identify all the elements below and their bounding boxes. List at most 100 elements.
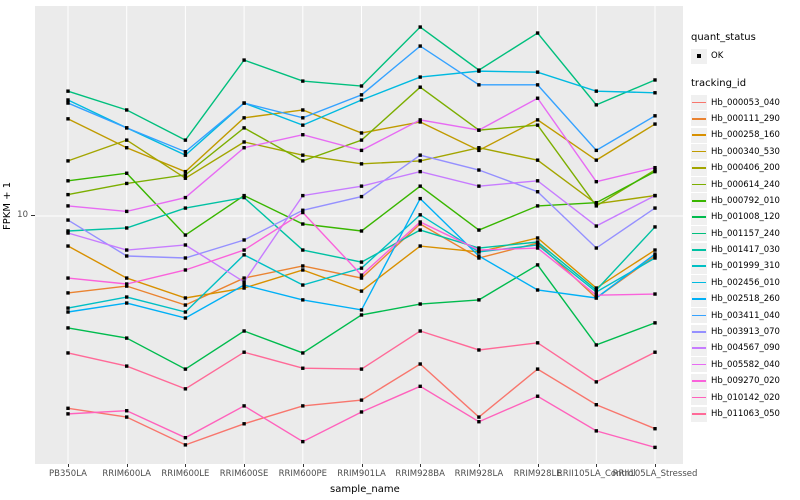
data-point bbox=[125, 108, 129, 112]
data-point bbox=[183, 316, 188, 320]
data-point bbox=[594, 288, 598, 292]
data-point bbox=[418, 329, 422, 333]
legend-item-Hb_000406_200: Hb_000406_200 bbox=[691, 160, 799, 176]
data-point bbox=[418, 85, 422, 89]
legend-key-line-icon bbox=[691, 144, 707, 160]
legend-label: Hb_000340_530 bbox=[711, 146, 780, 157]
data-point bbox=[301, 298, 305, 302]
data-point bbox=[301, 133, 305, 137]
legend-key-line-icon bbox=[691, 160, 707, 176]
data-point bbox=[477, 415, 481, 419]
data-point bbox=[594, 89, 598, 93]
data-point bbox=[359, 308, 364, 312]
legend-label: Hb_002518_260 bbox=[711, 294, 780, 305]
data-point bbox=[477, 248, 481, 252]
data-point bbox=[359, 260, 364, 264]
data-point bbox=[242, 350, 246, 354]
data-point bbox=[418, 184, 422, 188]
legend-label: Hb_000111_290 bbox=[711, 113, 780, 124]
data-point bbox=[359, 229, 364, 233]
legend-key-line-icon bbox=[691, 340, 707, 356]
data-point bbox=[418, 213, 422, 217]
data-point bbox=[477, 148, 481, 153]
data-point bbox=[653, 206, 657, 210]
legend-key-line-icon bbox=[691, 242, 707, 258]
data-point bbox=[242, 116, 246, 120]
data-point bbox=[418, 118, 422, 122]
x-axis-title: sample_name bbox=[330, 484, 400, 495]
data-point bbox=[359, 93, 364, 97]
data-point bbox=[242, 126, 246, 130]
data-point bbox=[301, 208, 305, 212]
x-tick-label-RRIM928LE: RRIM928LE bbox=[513, 469, 562, 479]
data-point bbox=[242, 195, 246, 200]
data-point bbox=[594, 296, 598, 300]
data-point bbox=[535, 263, 540, 267]
data-point bbox=[242, 286, 246, 290]
data-point bbox=[66, 351, 70, 355]
legend-item-Hb_011063_050: Hb_011063_050 bbox=[691, 406, 799, 422]
legend-label: OK bbox=[711, 51, 724, 62]
legend-label: Hb_009270_020 bbox=[711, 376, 780, 387]
data-point bbox=[125, 284, 129, 288]
data-point bbox=[477, 168, 481, 172]
data-point bbox=[535, 246, 540, 250]
data-point bbox=[477, 348, 481, 352]
data-point bbox=[242, 329, 246, 333]
data-point bbox=[125, 254, 129, 258]
data-point bbox=[66, 406, 70, 410]
data-point bbox=[418, 196, 422, 201]
data-point bbox=[183, 173, 188, 177]
legend-quant-status-items: OK bbox=[691, 48, 799, 64]
data-point bbox=[125, 146, 129, 150]
data-point bbox=[535, 179, 540, 183]
data-point bbox=[242, 253, 246, 257]
data-point bbox=[183, 443, 188, 447]
legend: quant_status OK tracking_id Hb_000053_04… bbox=[691, 26, 799, 422]
data-point bbox=[653, 91, 657, 95]
data-point bbox=[535, 288, 540, 292]
legend-key-line-icon bbox=[691, 95, 707, 111]
series-color-line-icon bbox=[692, 183, 706, 186]
legend-key-line-icon bbox=[691, 226, 707, 242]
data-point bbox=[359, 276, 364, 280]
data-point bbox=[66, 231, 70, 235]
data-point bbox=[594, 103, 598, 107]
data-point bbox=[183, 138, 188, 142]
data-point bbox=[183, 310, 188, 314]
data-point bbox=[66, 204, 70, 208]
data-point bbox=[242, 248, 246, 252]
data-point bbox=[594, 343, 598, 347]
series-color-line-icon bbox=[692, 265, 706, 268]
legend-key-line-icon bbox=[691, 209, 707, 225]
legend-key-line-icon bbox=[691, 357, 707, 373]
series-color-line-icon bbox=[692, 134, 706, 136]
data-point bbox=[125, 138, 129, 142]
data-point bbox=[242, 404, 246, 408]
data-point bbox=[653, 248, 657, 252]
data-point bbox=[66, 159, 70, 163]
legend-label: Hb_001999_310 bbox=[711, 261, 780, 272]
legend-key-line-icon bbox=[691, 373, 707, 389]
data-point bbox=[359, 131, 364, 135]
legend-item-Hb_002456_010: Hb_002456_010 bbox=[691, 275, 799, 291]
data-point bbox=[301, 268, 305, 272]
data-point bbox=[66, 218, 70, 222]
x-tick-mark bbox=[361, 464, 363, 467]
data-point bbox=[359, 194, 364, 199]
legend-item-Hb_003913_070: Hb_003913_070 bbox=[691, 324, 799, 340]
data-point bbox=[418, 159, 422, 163]
legend-label: Hb_000792_010 bbox=[711, 195, 780, 206]
data-point bbox=[594, 380, 598, 384]
data-point bbox=[359, 184, 364, 188]
legend-key-line-icon bbox=[691, 127, 707, 143]
legend-key-line-icon bbox=[691, 291, 707, 307]
legend-key-line-icon bbox=[691, 193, 707, 209]
x-tick-label-RRIM901LA: RRIM901LA bbox=[337, 469, 386, 479]
data-point bbox=[125, 181, 129, 186]
x-tick-label-RRIM600LA: RRIM600LA bbox=[102, 469, 151, 479]
data-point bbox=[477, 83, 481, 87]
data-point bbox=[418, 302, 422, 306]
data-point bbox=[359, 289, 364, 293]
